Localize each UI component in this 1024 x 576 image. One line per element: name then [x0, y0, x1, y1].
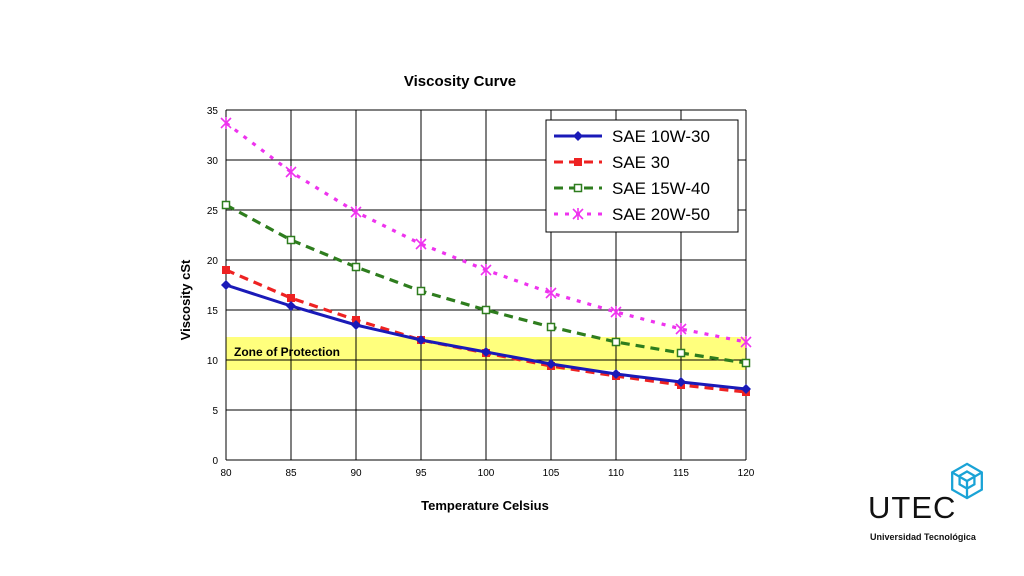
- y-tick-label: 35: [207, 106, 219, 117]
- logo-wordmark: UTEC: [868, 490, 957, 525]
- data-point-sae-15w-40: [546, 322, 556, 332]
- hexagon-cube-icon: [951, 462, 983, 500]
- data-point-sae-20w-50: [740, 336, 752, 348]
- x-tick-label: 95: [415, 468, 427, 479]
- x-tick-label: 85: [285, 468, 297, 479]
- utec-logo: UTEC Universidad Tecnológica: [866, 460, 996, 550]
- data-point-sae-20w-50: [545, 287, 557, 299]
- data-point-sae-10w-30: [481, 347, 491, 357]
- y-axis-title: Viscosity cSt: [178, 259, 193, 340]
- data-point-sae-10w-30: [286, 301, 296, 311]
- x-tick-label: 100: [478, 468, 495, 479]
- data-point-sae-15w-40: [221, 200, 231, 210]
- chart-title: Viscosity Curve: [404, 73, 516, 90]
- legend-label-sae-10w-30: SAE 10W-30: [612, 127, 710, 146]
- data-point-sae-30: [287, 294, 295, 302]
- y-tick-label: 0: [212, 456, 218, 467]
- data-point-sae-10w-30: [351, 320, 361, 330]
- y-tick-label: 30: [207, 156, 219, 167]
- data-point-sae-15w-40: [481, 305, 491, 315]
- data-point-sae-15w-40: [741, 358, 751, 368]
- data-point-sae-30: [222, 266, 230, 274]
- data-point-sae-20w-50: [285, 166, 297, 178]
- legend-marker-sae-15w-40: [573, 183, 583, 193]
- data-point-sae-15w-40: [416, 286, 426, 296]
- legend-marker-sae-30: [574, 158, 582, 166]
- data-point-sae-20w-50: [480, 264, 492, 276]
- y-tick-label: 20: [207, 256, 219, 267]
- y-tick-label: 15: [207, 306, 219, 317]
- x-tick-label: 110: [608, 468, 624, 479]
- x-tick-label: 90: [350, 468, 362, 479]
- legend-label-sae-20w-50: SAE 20W-50: [612, 205, 710, 224]
- x-axis-title: Temperature Celsius: [421, 498, 549, 513]
- logo-subtitle: Universidad Tecnológica: [870, 532, 976, 542]
- data-point-sae-10w-30: [546, 359, 556, 369]
- zone-of-protection-label: Zone of Protection: [234, 345, 340, 359]
- data-point-sae-15w-40: [676, 348, 686, 358]
- data-point-sae-15w-40: [611, 337, 621, 347]
- data-point-sae-10w-30: [611, 369, 621, 379]
- x-tick-label: 120: [738, 468, 755, 479]
- data-point-sae-20w-50: [220, 117, 232, 129]
- data-point-sae-15w-40: [351, 262, 361, 272]
- data-point-sae-10w-30: [676, 377, 686, 387]
- data-point-sae-10w-30: [416, 335, 426, 345]
- legend-marker-sae-20w-50: [572, 208, 584, 220]
- chart-svg: Viscosity Curve Zone of Protection 80 85 9…: [178, 73, 755, 513]
- y-tick-label: 25: [207, 206, 219, 217]
- data-point-sae-10w-30: [221, 280, 231, 290]
- data-point-sae-20w-50: [675, 323, 687, 335]
- series-line-sae-15w-40: [225, 203, 747, 365]
- x-tick-label: 105: [543, 468, 560, 479]
- y-tick-label: 10: [207, 356, 219, 367]
- data-point-sae-20w-50: [350, 206, 362, 218]
- viscosity-chart: Viscosity Curve Zone of Protection 80 85 9…: [170, 70, 770, 530]
- x-tick-label: 115: [673, 468, 689, 479]
- data-point-sae-20w-50: [415, 238, 427, 250]
- y-tick-label: 5: [212, 406, 218, 417]
- legend-label-sae-15w-40: SAE 15W-40: [612, 179, 710, 198]
- data-point-sae-20w-50: [610, 306, 622, 318]
- x-tick-label: 80: [220, 468, 232, 479]
- legend-label-sae-30: SAE 30: [612, 153, 670, 172]
- data-point-sae-15w-40: [286, 235, 296, 245]
- data-point-sae-10w-30: [741, 384, 751, 394]
- legend-marker-sae-10w-30: [573, 131, 583, 141]
